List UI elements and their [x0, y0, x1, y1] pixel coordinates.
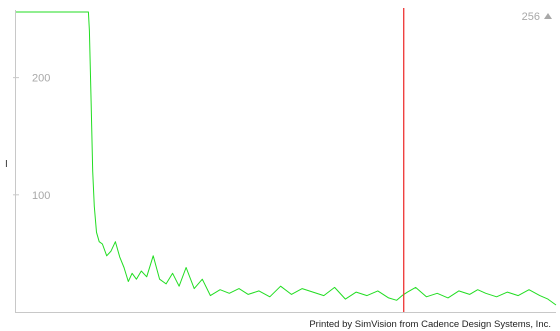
series-layer	[16, 11, 557, 306]
y-axis-ticks: 100 200 256	[13, 11, 540, 202]
scroll-up-arrow-icon[interactable]	[544, 13, 552, 19]
y-max-label: 256	[522, 11, 540, 23]
series-line-0	[16, 11, 557, 306]
y-tick-label: 100	[32, 190, 50, 202]
y-axis-label: I	[5, 159, 8, 170]
footer-credit: Printed by SimVision from Cadence Design…	[309, 319, 551, 330]
y-tick-label: 200	[32, 73, 50, 85]
